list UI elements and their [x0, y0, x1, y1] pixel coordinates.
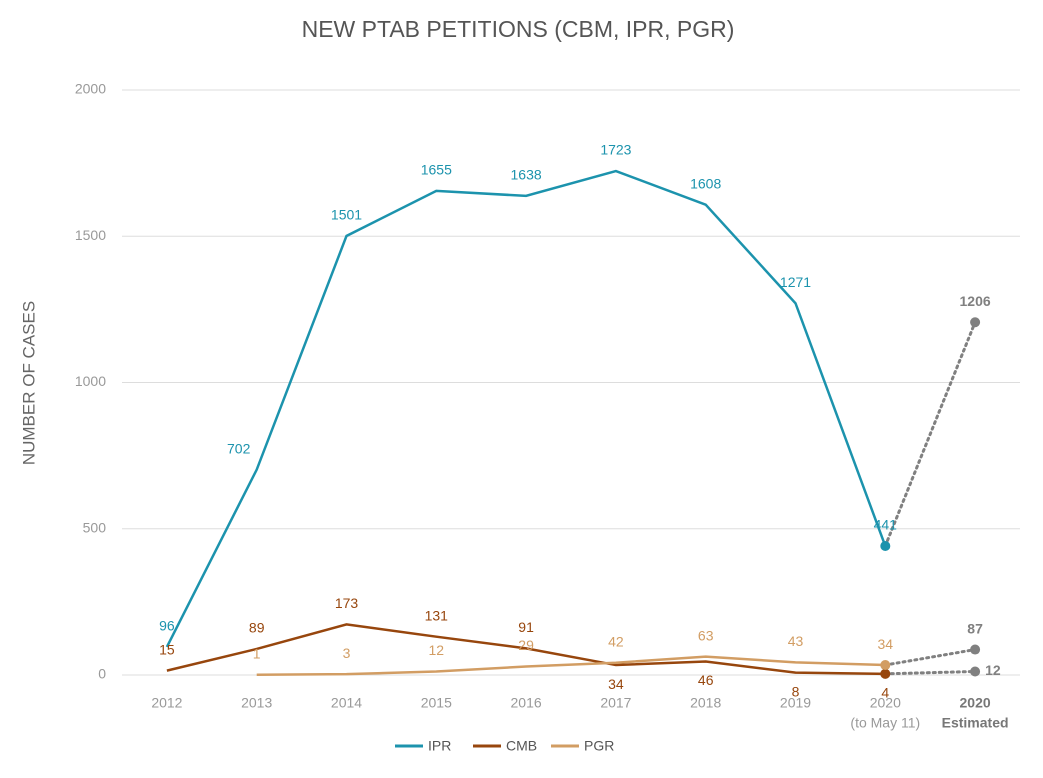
- data-label: 1271: [780, 274, 811, 290]
- y-tick-label: 500: [83, 519, 107, 535]
- data-label: 43: [788, 633, 804, 649]
- data-label: 34: [878, 636, 894, 652]
- data-label: 87: [967, 620, 983, 636]
- data-label: 8: [792, 683, 800, 699]
- legend-label: PGR: [584, 738, 614, 754]
- data-label: 702: [227, 440, 251, 456]
- data-label: 46: [698, 672, 714, 688]
- x-tick-label: 2012: [151, 695, 182, 711]
- x-tick-sublabel: Estimated: [942, 715, 1009, 731]
- legend-label: CMB: [506, 738, 537, 754]
- data-label: 29: [518, 637, 534, 653]
- x-tick-label: 2016: [511, 695, 542, 711]
- x-tick-label: 2014: [331, 695, 362, 711]
- data-label: 42: [608, 633, 624, 649]
- data-label: 1723: [600, 142, 631, 158]
- chart-title: NEW PTAB PETITIONS (CBM, IPR, PGR): [302, 16, 735, 42]
- data-label: 3: [343, 645, 351, 661]
- series-line: [165, 169, 887, 648]
- data-label: 441: [874, 517, 898, 533]
- data-label: 12: [429, 642, 445, 658]
- projection-point: [970, 317, 981, 328]
- projection-point: [970, 644, 981, 655]
- data-label: 4: [881, 685, 889, 701]
- data-label: 173: [335, 595, 359, 611]
- data-label: 89: [249, 620, 265, 636]
- data-label: 15: [159, 641, 175, 657]
- data-label: 1638: [511, 167, 542, 183]
- y-axis-label: NUMBER OF CASES: [19, 301, 38, 465]
- x-tick-label: 2020: [960, 695, 991, 711]
- projection-line: [883, 648, 977, 667]
- x-tick-sublabel: (to May 11): [850, 715, 920, 731]
- data-label: 34: [608, 676, 624, 692]
- data-label: 96: [159, 618, 175, 634]
- series-line: [256, 655, 886, 676]
- data-label: 1608: [690, 175, 721, 191]
- data-label: 12: [985, 662, 1001, 678]
- projection-line: [883, 320, 977, 548]
- series-line: [166, 623, 886, 676]
- projection-line: [883, 669, 977, 676]
- projection-point: [970, 666, 981, 677]
- x-tick-label: 2018: [690, 695, 721, 711]
- data-label: 131: [425, 607, 449, 623]
- x-tick-label: 2019: [780, 695, 811, 711]
- x-tick-label: 2015: [421, 695, 452, 711]
- x-tick-label: 2020: [870, 695, 901, 711]
- data-label: 1655: [421, 162, 452, 178]
- data-label: 1: [253, 645, 261, 661]
- data-label: 91: [518, 619, 534, 635]
- data-label: 63: [698, 627, 714, 643]
- y-tick-label: 1000: [75, 373, 106, 389]
- x-tick-label: 2017: [600, 695, 631, 711]
- data-label: 1206: [960, 293, 991, 309]
- y-tick-label: 0: [98, 666, 106, 682]
- y-tick-label: 1500: [75, 227, 106, 243]
- series-point: [880, 541, 891, 552]
- legend-label: IPR: [428, 738, 451, 754]
- x-tick-label: 2013: [241, 695, 272, 711]
- y-tick-label: 2000: [75, 81, 106, 97]
- data-label: 1501: [331, 207, 362, 223]
- series-point: [880, 668, 891, 679]
- series-point: [880, 660, 891, 671]
